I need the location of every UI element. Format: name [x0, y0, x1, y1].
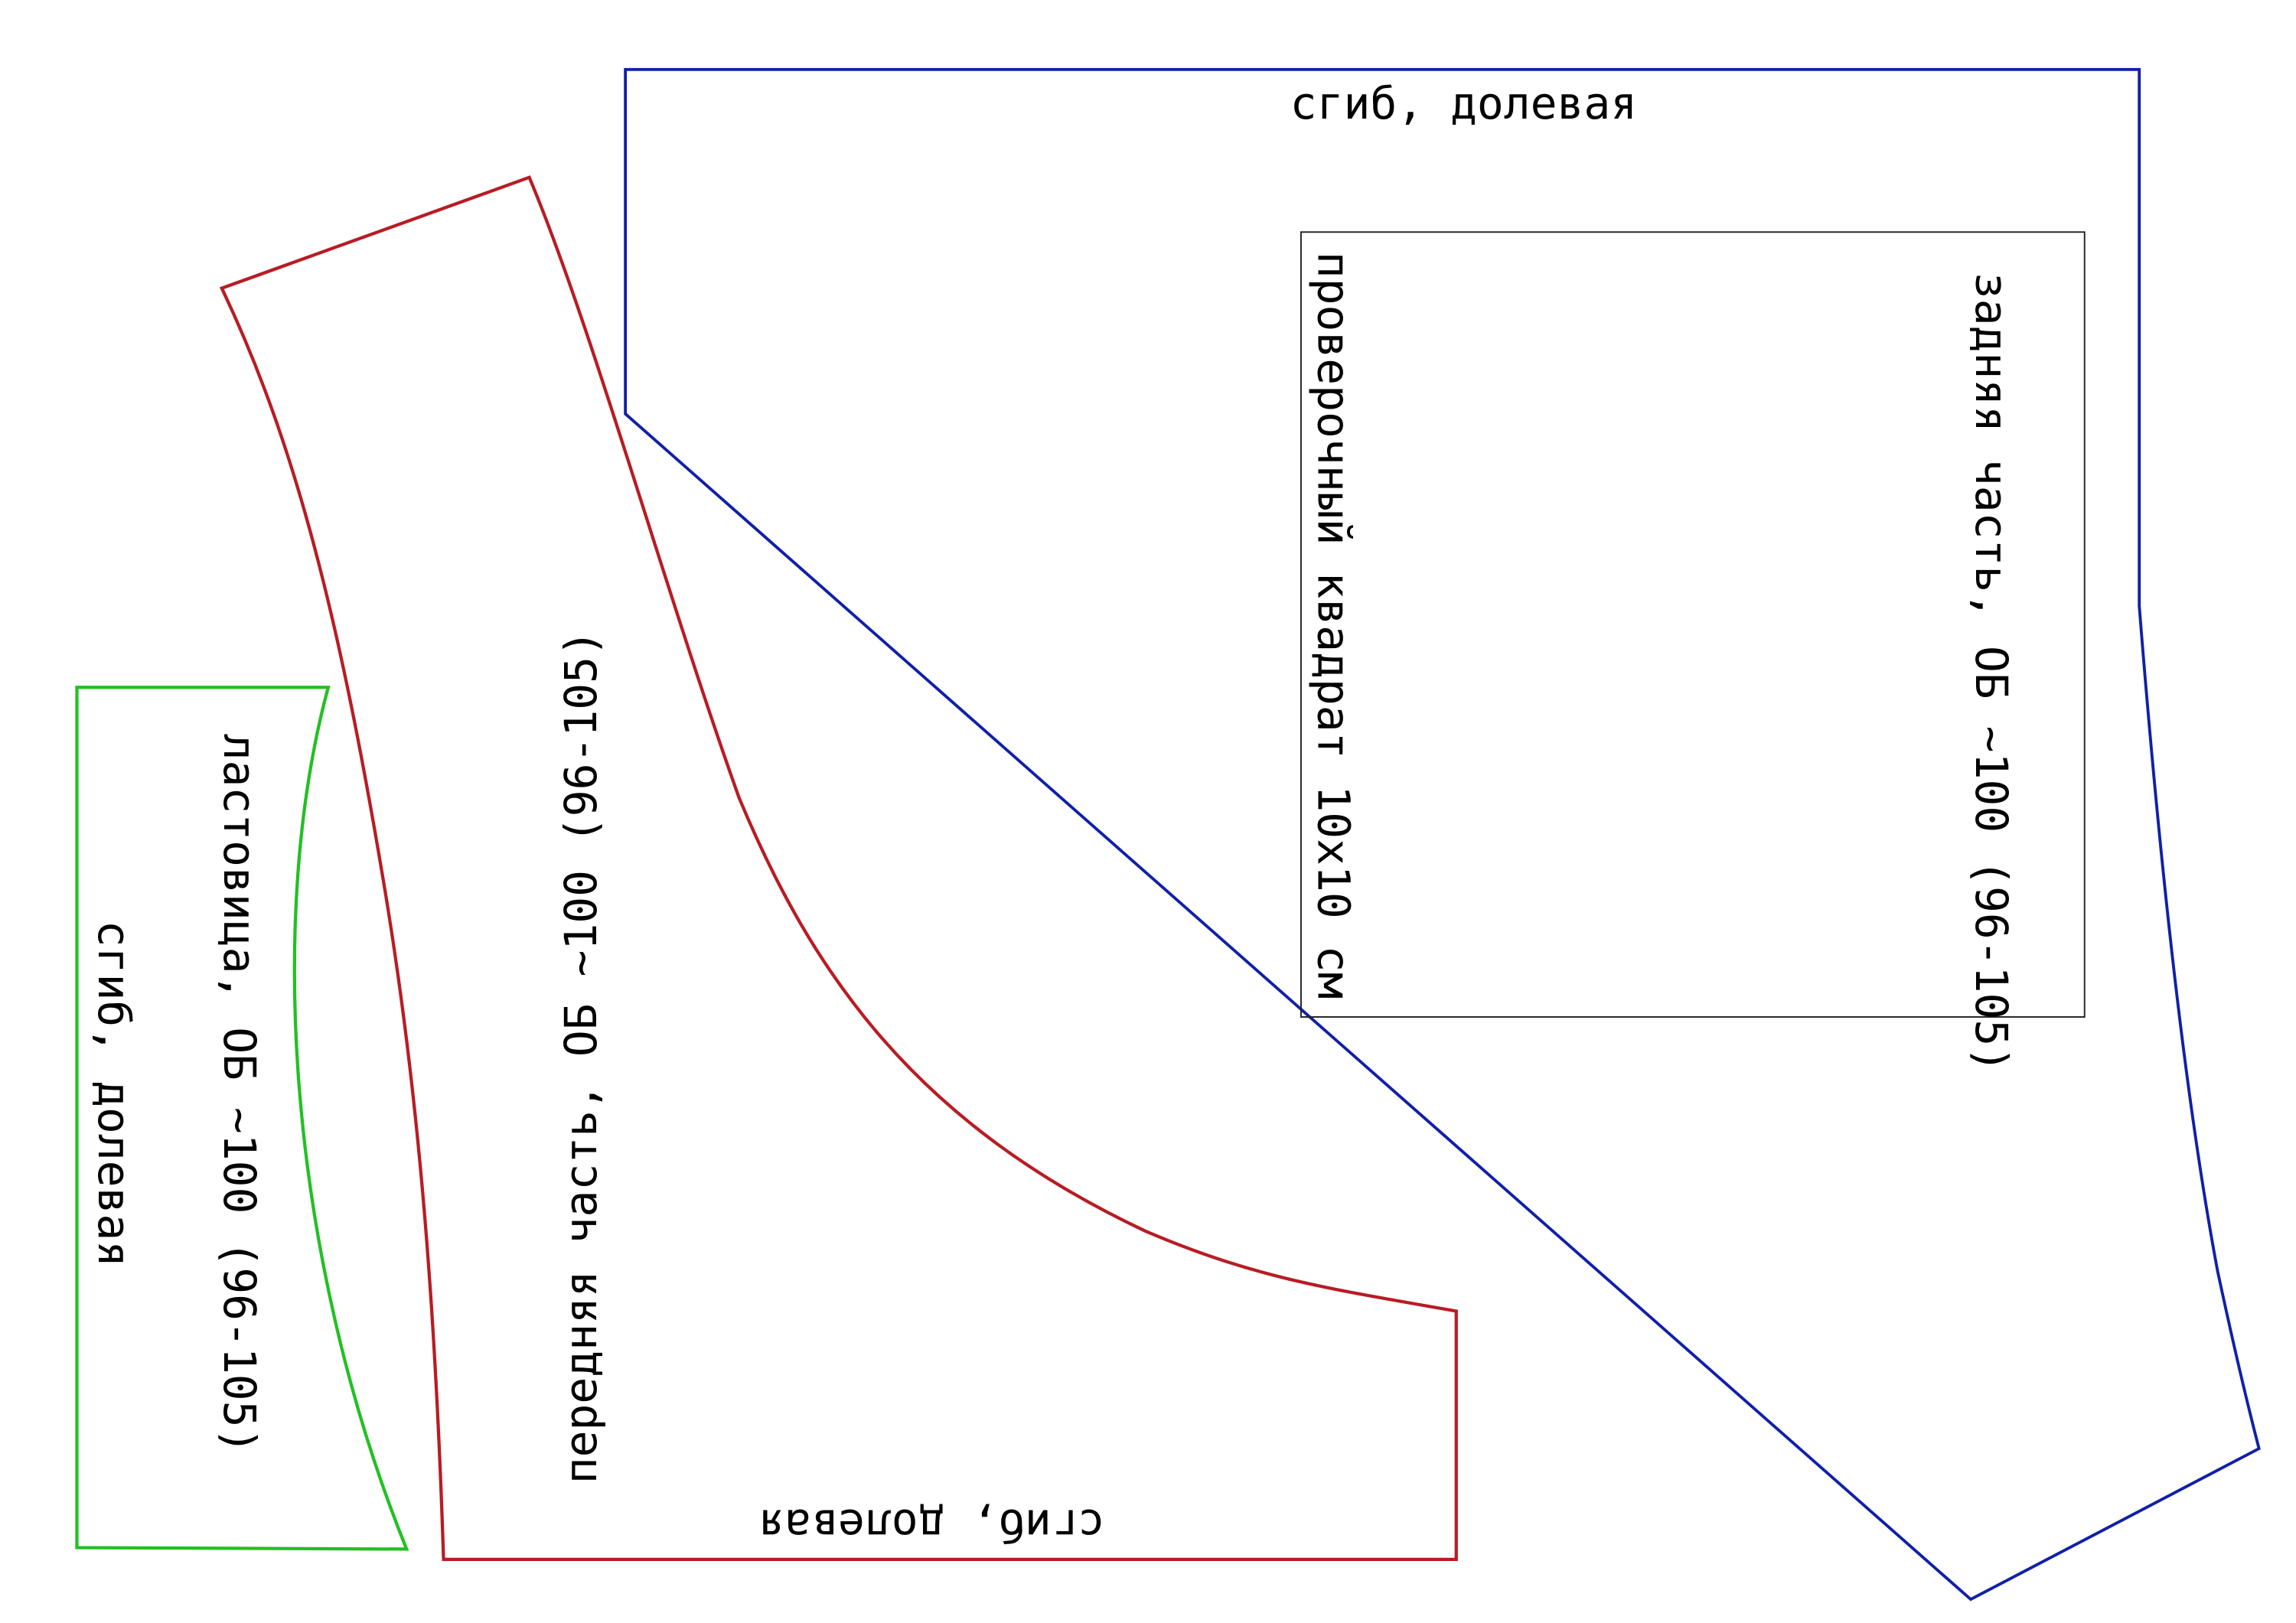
back-fold-label: сгиб, долевая [1290, 77, 1637, 129]
front-fold-label: сгиб, долевая [758, 1500, 1104, 1552]
front-label: передняя часть, ОБ ~100 (96-105) [555, 630, 607, 1484]
back-piece [624, 67, 2261, 1602]
check-square-label: проверочный квадрат 10x10 см [1307, 252, 1359, 999]
back-label: задняя часть, ОБ ~100 (96-105) [1965, 272, 2017, 1073]
gusset-label: ластовица, ОБ ~100 (96-105) [214, 734, 266, 1455]
front-piece [219, 175, 1458, 1562]
gusset-fold-label: сгиб, долевая [88, 921, 140, 1267]
check-square [1300, 231, 2086, 1018]
gusset-piece [75, 686, 409, 1551]
